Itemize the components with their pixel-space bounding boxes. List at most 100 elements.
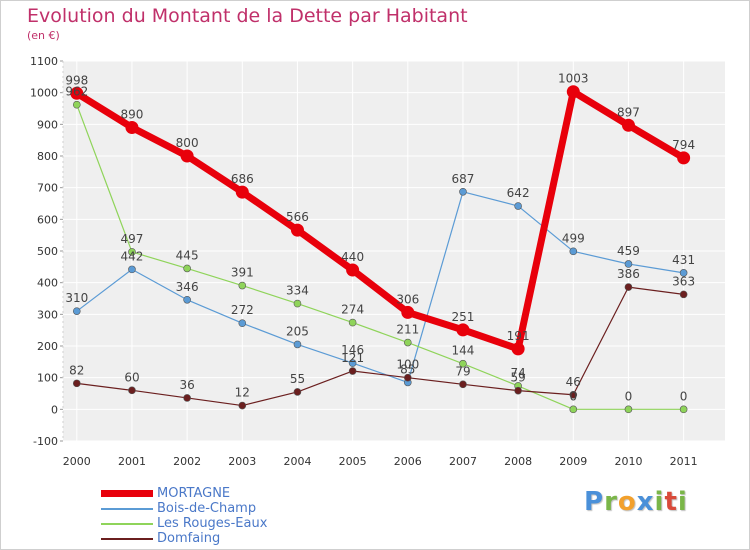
logo-letter: i	[654, 487, 665, 517]
data-point	[624, 405, 633, 414]
x-tick-label: 2000	[63, 455, 91, 468]
y-tick-label: 400	[37, 277, 58, 290]
data-label: 144	[452, 344, 475, 358]
y-tick-label: 900	[37, 118, 58, 131]
data-label: 642	[507, 186, 530, 200]
data-label: 82	[69, 363, 84, 377]
data-point	[72, 379, 81, 388]
data-label: 431	[672, 253, 695, 267]
data-label: 100	[396, 358, 419, 372]
data-point	[456, 323, 470, 337]
y-tick-label: 200	[37, 340, 58, 353]
legend-label: Domfaing	[157, 531, 221, 546]
data-label: 687	[452, 172, 475, 186]
series-line-les-rouges-eaux	[76, 104, 684, 410]
data-label: 191	[507, 329, 530, 343]
data-label: 566	[286, 210, 309, 224]
y-tick-label: 600	[37, 213, 58, 226]
data-label: 59	[510, 371, 525, 385]
data-point	[569, 247, 578, 256]
data-label: 363	[672, 274, 695, 288]
data-label: 85	[400, 362, 415, 376]
data-point	[128, 248, 136, 256]
data-label: 440	[341, 250, 364, 264]
legend-label: Bois-de-Champ	[157, 501, 257, 516]
data-point	[511, 342, 525, 356]
data-label: 74	[510, 366, 525, 380]
data-point	[624, 283, 633, 291]
data-label: 794	[672, 138, 695, 152]
data-point	[679, 269, 688, 277]
data-point	[72, 307, 81, 315]
x-tick-label: 2008	[504, 455, 532, 468]
data-label: 0	[569, 389, 577, 403]
chart-unit-label: (en €)	[27, 29, 60, 42]
data-label: 962	[65, 85, 88, 99]
legend-item: Les Rouges-Eaux	[101, 516, 267, 531]
data-point	[459, 359, 467, 368]
data-label: 497	[121, 232, 144, 246]
logo-letter: t	[664, 487, 678, 517]
data-point	[293, 388, 302, 396]
x-tick-label: 2003	[228, 455, 256, 468]
data-label: 998	[65, 73, 88, 87]
data-point	[238, 281, 247, 290]
data-label: 391	[231, 266, 254, 280]
data-point	[403, 338, 412, 347]
data-label: 55	[290, 372, 305, 386]
data-point	[183, 394, 191, 402]
data-label: 12	[235, 386, 250, 400]
data-point	[514, 202, 522, 210]
data-point	[621, 118, 635, 132]
legend-item: Domfaing	[101, 531, 267, 546]
data-label: 205	[286, 324, 309, 338]
data-label: 459	[617, 244, 640, 258]
legend-swatch	[101, 537, 153, 540]
data-label: 890	[121, 108, 144, 122]
data-point	[235, 185, 249, 199]
legend-label: MORTAGNE	[157, 486, 231, 501]
proxiti-logo: Proxiti	[584, 487, 688, 517]
data-point	[128, 386, 136, 395]
data-point	[569, 405, 578, 414]
data-label: 897	[617, 105, 640, 119]
series-line-bois-de-champ	[76, 191, 684, 384]
data-label: 686	[231, 172, 254, 186]
data-point	[514, 386, 522, 395]
data-point	[125, 121, 139, 134]
data-label: 36	[179, 378, 194, 392]
x-tick-label: 2010	[614, 455, 642, 468]
x-tick-label: 2002	[173, 455, 201, 468]
legend-label: Les Rouges-Eaux	[157, 516, 268, 531]
data-point	[348, 359, 357, 367]
x-tick-label: 2004	[283, 455, 311, 468]
logo-letter: r	[604, 487, 618, 517]
logo-letter: o	[617, 487, 637, 517]
data-label: 1003	[558, 72, 589, 86]
data-label: 310	[65, 291, 88, 305]
data-label: 46	[566, 375, 581, 389]
y-tick-label: 700	[37, 182, 58, 195]
y-tick-label: 1000	[30, 87, 58, 100]
x-tick-label: 2006	[394, 455, 422, 468]
data-point	[293, 340, 302, 349]
data-label: 274	[341, 303, 364, 317]
x-tick-label: 2007	[449, 455, 477, 468]
data-label: 146	[341, 343, 364, 357]
data-label: 499	[562, 231, 585, 245]
legend-swatch	[101, 507, 153, 510]
legend-swatch	[101, 522, 153, 525]
legend-item: MORTAGNE	[101, 486, 267, 501]
data-point	[180, 149, 194, 163]
data-point	[290, 223, 304, 237]
data-point	[348, 318, 357, 327]
data-label: 211	[396, 323, 419, 337]
data-point	[569, 390, 578, 399]
data-label: 0	[680, 389, 688, 403]
logo-letter: i	[677, 487, 688, 517]
y-tick-label: 300	[37, 308, 58, 321]
data-label: 251	[452, 310, 475, 324]
data-label: 60	[124, 370, 139, 384]
y-tick-label: 500	[37, 245, 58, 258]
